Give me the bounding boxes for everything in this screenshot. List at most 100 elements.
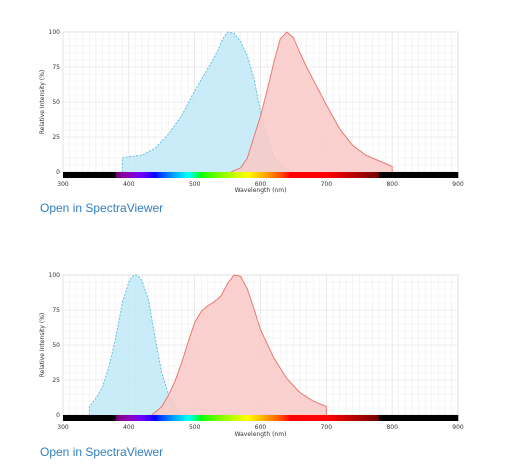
color-bar-segment: [194, 415, 197, 421]
color-bar-segment: [192, 415, 194, 421]
color-bar-segment: [442, 415, 444, 421]
color-bar-segment: [402, 415, 405, 421]
series-line-excitation: [121, 31, 291, 173]
color-bar-segment: [326, 415, 328, 421]
color-bar-segment: [251, 415, 253, 421]
color-bar-segment: [298, 415, 301, 421]
color-bar-segment: [184, 415, 186, 421]
color-bar-segment: [161, 415, 164, 421]
color-bar-segment: [64, 415, 66, 421]
color-bar-segment: [118, 415, 120, 421]
color-bar-segment: [103, 172, 106, 178]
color-bar-segment: [330, 415, 332, 421]
color-bar-segment: [405, 172, 407, 178]
color-bar-segment: [143, 415, 145, 421]
color-bar-segment: [147, 172, 149, 178]
color-bar-segment: [93, 172, 95, 178]
color-bar-segment: [207, 172, 210, 178]
color-bar-segment: [368, 172, 371, 178]
color-bar-segment: [385, 172, 388, 178]
color-bar-segment: [149, 415, 152, 421]
color-bar-segment: [427, 415, 430, 421]
color-bar-segment: [352, 415, 355, 421]
color-bar-segment: [455, 172, 457, 178]
color-bar-segment: [142, 415, 144, 421]
color-bar-segment: [282, 172, 285, 178]
color-bar-segment: [284, 415, 286, 421]
series-area-emission: [230, 32, 393, 172]
color-bar-segment: [338, 415, 340, 421]
color-bar-segment: [288, 415, 290, 421]
color-bar-segment: [302, 415, 305, 421]
color-bar-segment: [140, 415, 143, 421]
color-bar-segment: [318, 172, 321, 178]
color-bar-segment: [297, 172, 299, 178]
color-bar-segment: [68, 415, 70, 421]
color-bar-segment: [170, 415, 173, 421]
color-bar-segment: [213, 172, 215, 178]
color-bar-segment: [301, 415, 303, 421]
color-bar-segment: [456, 172, 459, 178]
color-bar-segment: [440, 172, 443, 178]
color-bar-segment: [350, 172, 352, 178]
color-bar-segment: [173, 415, 176, 421]
color-bar-segment: [425, 415, 427, 421]
color-bar-segment: [393, 415, 396, 421]
color-bar-segment: [318, 415, 321, 421]
color-bar-segment: [301, 172, 303, 178]
color-bar-segment: [380, 172, 382, 178]
y-tick-label: 50: [52, 99, 60, 106]
color-bar-segment: [343, 415, 346, 421]
color-bar-segment: [407, 415, 410, 421]
color-bar-segment: [144, 415, 147, 421]
color-bar-segment: [228, 415, 231, 421]
color-bar-segment: [255, 172, 257, 178]
color-bar-segment: [246, 415, 248, 421]
color-bar-segment: [305, 172, 307, 178]
color-bar-segment: [122, 415, 124, 421]
color-bar-segment: [338, 172, 340, 178]
color-bar-segment: [197, 415, 199, 421]
x-tick-label: 400: [123, 181, 135, 188]
color-bar-segment: [436, 415, 439, 421]
color-bar-segment: [131, 172, 134, 178]
color-bar-segment: [110, 172, 113, 178]
color-bar-segment: [417, 172, 419, 178]
x-tick-label: 300: [57, 424, 69, 431]
open-in-spectraviewer-link-1[interactable]: Open in SpectraViewer: [40, 201, 164, 215]
color-bar-segment: [153, 172, 156, 178]
color-bar-segment: [315, 172, 318, 178]
color-bar-segment: [357, 172, 360, 178]
color-bar-segment: [218, 172, 220, 178]
color-bar-segment: [307, 415, 310, 421]
color-bar-segment: [124, 172, 127, 178]
color-bar-segment: [303, 172, 306, 178]
color-bar-segment: [350, 415, 352, 421]
color-bar-segment: [393, 172, 396, 178]
color-bar-segment: [218, 415, 220, 421]
color-bar-segment: [180, 172, 182, 178]
x-tick-label: 700: [321, 181, 333, 188]
color-bar-segment: [431, 415, 434, 421]
color-bar-segment: [109, 172, 111, 178]
color-bar-segment: [265, 172, 268, 178]
color-bar-segment: [215, 172, 218, 178]
color-bar-segment: [322, 172, 324, 178]
color-bar-segment: [201, 172, 203, 178]
color-bar-segment: [376, 415, 378, 421]
color-bar-segment: [443, 172, 446, 178]
open-in-spectraviewer-link-2[interactable]: Open in SpectraViewer: [40, 445, 164, 459]
color-bar-segment: [248, 172, 251, 178]
color-bar-segment: [325, 415, 327, 421]
color-bar-segment: [294, 172, 297, 178]
color-bar-segment: [328, 172, 331, 178]
color-bar-segment: [185, 172, 188, 178]
color-bar-segment: [290, 172, 293, 178]
color-bar-segment: [392, 172, 394, 178]
color-bar-segment: [411, 415, 414, 421]
color-bar-segment: [136, 415, 139, 421]
color-bar-segment: [382, 415, 385, 421]
color-bar-segment: [273, 415, 276, 421]
color-bar-segment: [97, 172, 99, 178]
color-bar-segment: [105, 415, 107, 421]
